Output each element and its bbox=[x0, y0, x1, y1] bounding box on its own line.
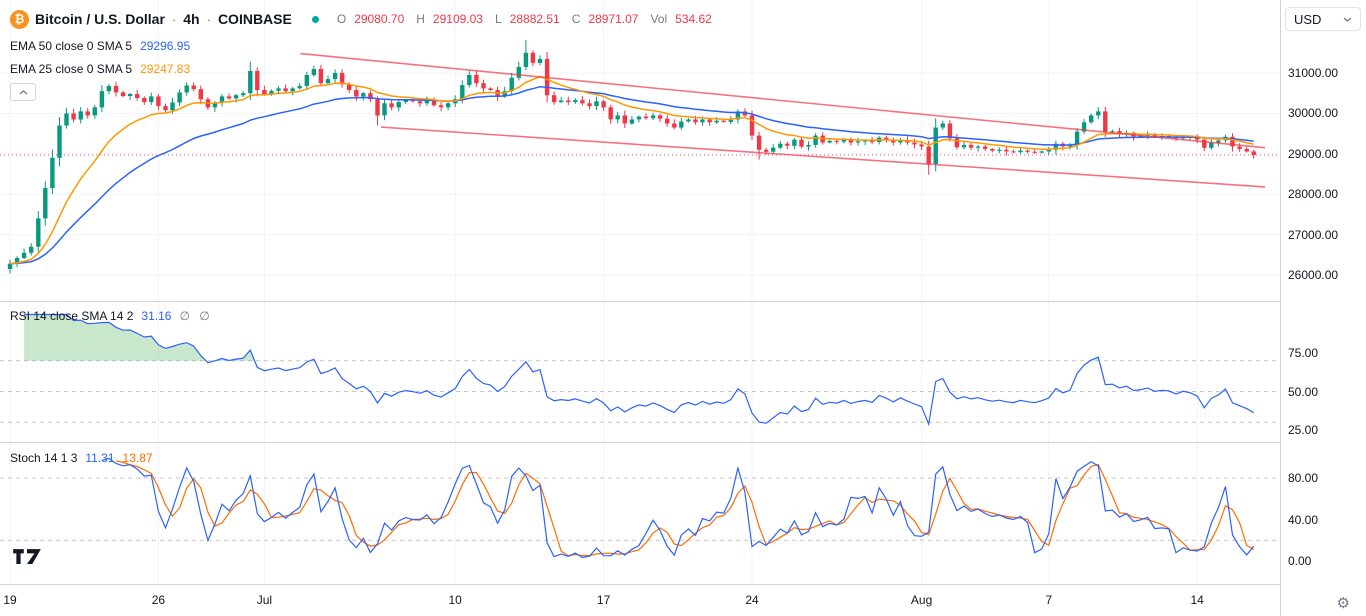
ema25-title: EMA 25 close 0 SMA 5 bbox=[10, 62, 133, 76]
time-tick-label: 7 bbox=[1045, 593, 1053, 607]
symbol-interval: 4h bbox=[183, 11, 200, 27]
chart-svg bbox=[0, 0, 1280, 584]
low-value: 28882.51 bbox=[509, 12, 560, 26]
time-tick-label: 26 bbox=[151, 593, 166, 607]
high-value: 29109.03 bbox=[432, 12, 483, 26]
time-tick-label: 14 bbox=[1190, 593, 1204, 607]
open-value: 29080.70 bbox=[354, 12, 405, 26]
stoch-title: Stoch 14 1 3 bbox=[10, 451, 78, 465]
pane-divider[interactable] bbox=[0, 442, 1366, 443]
low-label: L bbox=[494, 12, 502, 26]
stoch-pane bbox=[0, 457, 1280, 559]
high-label: H bbox=[416, 12, 425, 26]
collapse-legend-button[interactable] bbox=[10, 83, 36, 101]
axis-tick-label: 25.00 bbox=[1288, 423, 1319, 437]
axis-tick-label: 26000.00 bbox=[1288, 268, 1339, 282]
open-label: O bbox=[336, 12, 347, 26]
stoch-k-line bbox=[101, 457, 1255, 559]
chevron-down-icon bbox=[1343, 17, 1352, 22]
ema25-value: 29247.83 bbox=[140, 62, 191, 76]
axis-tick-label: 50.00 bbox=[1288, 384, 1319, 399]
currency-label: USD bbox=[1294, 11, 1322, 27]
stoch-d-value: 13.87 bbox=[122, 451, 153, 465]
axis-tick-label: 28000.00 bbox=[1288, 187, 1339, 202]
time-tick-label: 17 bbox=[596, 593, 611, 607]
symbol-exchange: COINBASE bbox=[217, 11, 292, 27]
time-scale[interactable]: 19 26 Jul 10 17 24 Aug 7 14 bbox=[0, 584, 1280, 616]
ema50-title: EMA 50 close 0 SMA 5 bbox=[10, 39, 133, 53]
volume-label: Vol bbox=[650, 12, 668, 26]
axis-tick-label: 27000.00 bbox=[1288, 227, 1339, 242]
rsi-pane bbox=[0, 313, 1280, 427]
separator-dot: · bbox=[206, 11, 211, 27]
settings-gear-icon[interactable]: ⚙ bbox=[1336, 595, 1350, 612]
stoch-legend[interactable]: Stoch 14 1 3 11.31 13.87 bbox=[10, 449, 153, 467]
axis-tick-label: 0.00 bbox=[1288, 554, 1312, 568]
time-tick-label: 19 bbox=[3, 593, 17, 607]
candlestick-series bbox=[0, 39, 1280, 274]
symbol-name: Bitcoin / U.S. Dollar bbox=[35, 11, 165, 27]
rsi-hidden-ma-values: ∅ ∅ bbox=[179, 309, 213, 323]
market-status-dot bbox=[311, 15, 319, 23]
axis-tick-label: 31000.00 bbox=[1288, 66, 1339, 80]
stoch-k-value: 11.31 bbox=[85, 451, 115, 465]
price-scale[interactable]: USD 31000.00 30000.00 29000.00 28000.00 2700… bbox=[1280, 0, 1366, 616]
channel-upper-trendline[interactable] bbox=[300, 52, 1266, 149]
channel-lower-trendline[interactable] bbox=[380, 126, 1266, 188]
bitcoin-icon: ₿ bbox=[10, 9, 29, 29]
rsi-overbought-fill bbox=[24, 314, 1100, 361]
axis-tick-label: 40.00 bbox=[1288, 512, 1319, 527]
stoch-d-line bbox=[115, 460, 1254, 557]
rsi-legend[interactable]: RSI 14 close SMA 14 2 31.16 ∅ ∅ bbox=[10, 307, 213, 325]
time-axis-divider bbox=[0, 584, 1366, 585]
currency-selector-button[interactable]: USD bbox=[1285, 7, 1361, 31]
time-tick-label: Aug bbox=[910, 593, 933, 607]
close-value: 28971.07 bbox=[588, 12, 639, 26]
tradingview-logo-icon bbox=[13, 549, 41, 564]
axis-tick-label: 30000.00 bbox=[1288, 106, 1339, 121]
rsi-title: RSI 14 close SMA 14 2 bbox=[10, 309, 134, 323]
ema50-line bbox=[9, 85, 1254, 265]
axis-tick-label: 29000.00 bbox=[1288, 146, 1339, 161]
ema50-legend[interactable]: EMA 50 close 0 SMA 5 29296.95 bbox=[10, 37, 190, 55]
tradingview-logo[interactable] bbox=[12, 548, 42, 570]
pane-divider[interactable] bbox=[0, 301, 1366, 302]
separator-dot: · bbox=[171, 11, 177, 27]
rsi-value: 31.16 bbox=[141, 309, 172, 323]
rsi-line bbox=[24, 313, 1255, 427]
ema25-legend[interactable]: EMA 25 close 0 SMA 5 29247.83 bbox=[10, 60, 190, 78]
time-tick-label: Jul bbox=[256, 593, 273, 607]
time-tick-label: 24 bbox=[745, 593, 759, 607]
symbol-legend[interactable]: ₿ Bitcoin / U.S. Dollar · 4h · COINBASE … bbox=[10, 8, 712, 30]
ema25-line bbox=[9, 75, 1254, 265]
close-label: C bbox=[571, 12, 581, 26]
volume-value: 534.62 bbox=[675, 12, 712, 26]
axis-tick-label: 75.00 bbox=[1288, 346, 1319, 360]
chevron-up-icon bbox=[19, 89, 27, 94]
time-tick-label: 10 bbox=[448, 593, 462, 607]
axis-tick-label: 80.00 bbox=[1288, 471, 1319, 485]
ema50-value: 29296.95 bbox=[140, 39, 191, 53]
